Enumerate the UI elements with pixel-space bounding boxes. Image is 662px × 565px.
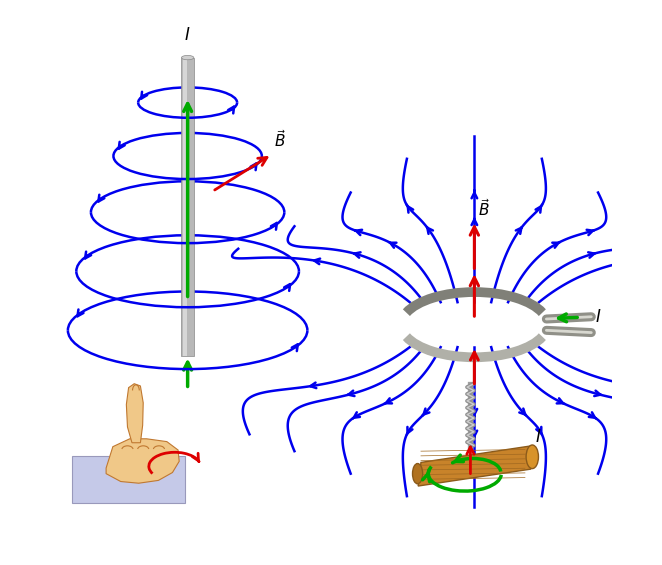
Text: $I$: $I$: [594, 308, 601, 327]
Polygon shape: [183, 58, 187, 355]
Polygon shape: [418, 446, 534, 486]
Text: $\vec{B}$: $\vec{B}$: [274, 129, 287, 150]
Ellipse shape: [412, 463, 422, 484]
Polygon shape: [181, 58, 194, 355]
Ellipse shape: [526, 445, 538, 468]
Ellipse shape: [181, 55, 194, 60]
Text: $\vec{B}$: $\vec{B}$: [478, 198, 490, 219]
Polygon shape: [126, 384, 143, 443]
Text: $I$: $I$: [534, 428, 541, 446]
Polygon shape: [72, 455, 185, 503]
Text: $I$: $I$: [185, 25, 191, 44]
Polygon shape: [106, 439, 179, 483]
